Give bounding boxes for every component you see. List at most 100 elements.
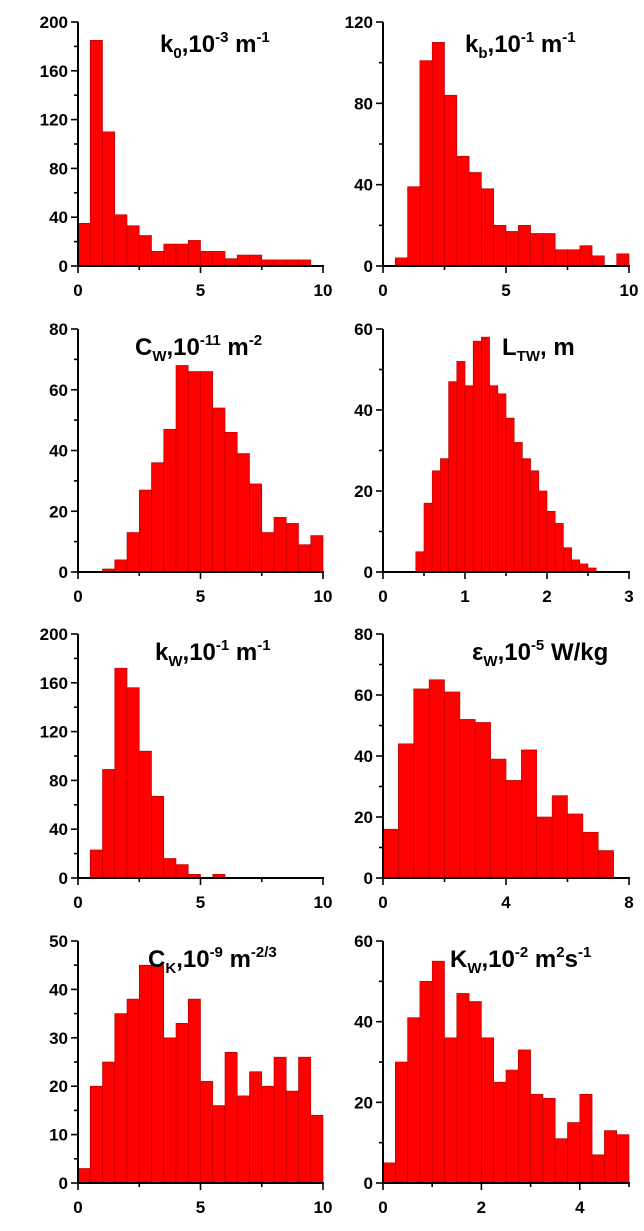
histogram-bar <box>505 417 515 573</box>
histogram-bar <box>413 688 430 879</box>
histogram-bar <box>530 233 544 267</box>
histogram-bar <box>89 39 103 267</box>
y-tick-label: 0 <box>59 563 68 582</box>
x-tick-label: 3 <box>624 587 633 606</box>
histogram-bar <box>126 687 140 879</box>
histogram-bar <box>102 769 116 879</box>
histogram-bar <box>138 750 152 879</box>
histogram-panel-7: 0 10 20 30 40 50 0 5 10 CK,10-9 m-2/3 <box>49 932 332 1217</box>
histogram-bar <box>597 850 614 879</box>
histogram-bar <box>151 964 165 1184</box>
histogram-bar <box>273 517 287 573</box>
histogram-bar <box>126 532 140 573</box>
histogram-bar <box>440 458 449 573</box>
histogram-bar <box>551 795 568 879</box>
histogram-bar <box>212 251 226 267</box>
histogram-bar <box>517 225 531 267</box>
histogram-bar <box>126 998 140 1184</box>
x-tick-label: 0 <box>378 587 387 606</box>
x-tick-label: 0 <box>73 587 82 606</box>
histogram-bar <box>249 254 263 267</box>
y-tick-label: 80 <box>354 94 373 113</box>
histogram-bar <box>591 1154 605 1184</box>
y-tick-label: 80 <box>49 771 68 790</box>
y-tick-label: 40 <box>354 747 373 766</box>
histogram-bar <box>163 428 177 573</box>
histogram-bar <box>542 1098 556 1184</box>
y-tick-label: 40 <box>49 980 68 999</box>
histogram-bar <box>102 131 116 267</box>
histogram-bar <box>151 251 165 267</box>
histogram-bar <box>474 722 491 879</box>
y-tick-label: 0 <box>364 257 373 276</box>
histogram-bar <box>77 223 91 267</box>
x-tick-label: 5 <box>196 1198 205 1217</box>
histogram-bar <box>505 780 522 879</box>
x-tick-label: 5 <box>196 587 205 606</box>
histogram-bar <box>464 385 474 573</box>
histogram-bar <box>513 442 523 573</box>
histogram-bar <box>114 214 128 267</box>
y-tick-label: 60 <box>354 320 373 339</box>
y-tick-label: 0 <box>59 257 68 276</box>
histogram-bar <box>563 547 572 573</box>
x-tick-label: 10 <box>314 587 333 606</box>
histogram-bar <box>419 60 433 267</box>
panel-title: CK,10-9 m-2/3 <box>148 944 277 977</box>
histogram-bar <box>187 371 201 573</box>
histogram-bar <box>616 253 630 267</box>
histogram-bar <box>468 172 482 267</box>
x-tick-label: 5 <box>196 893 205 912</box>
histogram-bar <box>89 1085 103 1184</box>
y-tick-label: 120 <box>40 111 68 130</box>
x-tick-label: 5 <box>501 281 510 300</box>
histogram-bar <box>175 864 189 879</box>
histogram-bar <box>579 245 593 267</box>
histogram-bar <box>398 743 415 879</box>
histogram-bar <box>394 257 408 267</box>
histogram-bar <box>236 1095 250 1184</box>
histogram-bar <box>444 94 458 267</box>
histogram-panel-3: 0 20 40 60 80 0 5 10 CW,10-11 m-2 <box>49 320 332 606</box>
histogram-bar <box>236 453 250 573</box>
y-tick-label: 80 <box>49 320 68 339</box>
y-tick-label: 0 <box>364 563 373 582</box>
histogram-bar <box>536 816 553 879</box>
histogram-bar <box>261 532 275 573</box>
y-tick-label: 80 <box>354 625 373 644</box>
histogram-bar <box>261 1085 275 1184</box>
x-tick-label: 10 <box>314 1198 333 1217</box>
histogram-bar <box>489 385 499 573</box>
histogram-bar <box>571 559 581 573</box>
histogram-bar <box>163 1037 177 1184</box>
histogram-bar <box>163 243 177 267</box>
histogram-bar <box>138 235 152 267</box>
x-tick-label: 8 <box>624 893 633 912</box>
histogram-bar <box>505 231 519 267</box>
panel-title: kW,10-1 m-1 <box>155 637 271 670</box>
x-tick-label: 4 <box>575 1198 585 1217</box>
y-tick-label: 160 <box>40 674 68 693</box>
x-tick-label: 4 <box>501 893 511 912</box>
histogram-bar <box>249 1071 263 1184</box>
histogram-bar <box>298 1056 312 1184</box>
histogram-bar <box>224 431 238 573</box>
histogram-bar <box>423 502 433 573</box>
x-tick-label: 5 <box>196 281 205 300</box>
histogram-panel-5: 0 40 80 120 160 200 0 5 10 kW,10-1 m-1 <box>40 625 333 912</box>
histogram-panel-8: 0 20 40 60 0 2 4 KW,10-2 m2s-1 <box>354 932 630 1217</box>
y-tick-label: 60 <box>354 686 373 705</box>
panel-title: k0,10-3 m-1 <box>160 29 270 62</box>
histogram-bar <box>236 254 250 267</box>
y-tick-label: 10 <box>49 1126 68 1145</box>
histogram-bar <box>77 1168 91 1184</box>
y-tick-label: 0 <box>59 869 68 888</box>
histogram-panel-6: 0 20 40 60 80 0 4 8 εW,10-5 W/kg <box>354 625 634 912</box>
y-tick-label: 40 <box>354 176 373 195</box>
histogram-bar <box>89 849 103 879</box>
histogram-bar <box>444 1037 458 1184</box>
histogram-bar <box>505 1069 519 1184</box>
y-tick-label: 200 <box>40 13 68 32</box>
histogram-bar <box>126 225 140 267</box>
